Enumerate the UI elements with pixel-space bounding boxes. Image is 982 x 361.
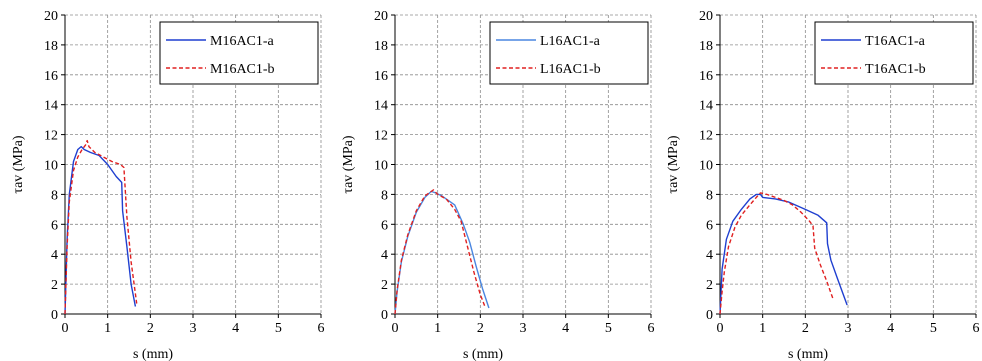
x-tick-label: 0 <box>717 321 724 336</box>
y-tick-label: 6 <box>706 218 713 233</box>
x-tick-label: 1 <box>759 321 766 336</box>
x-tick-label: 1 <box>104 321 111 336</box>
x-tick-label: 1 <box>434 321 441 336</box>
y-tick-label: 10 <box>44 159 58 174</box>
y-tick-label: 2 <box>51 278 58 293</box>
series-line-M16AC1-a <box>64 145 137 315</box>
y-tick-label: 20 <box>699 9 713 24</box>
x-tick-label: 3 <box>190 321 197 336</box>
series-line-T16AC1-a <box>719 193 848 315</box>
series-line-L16AC1-a <box>394 190 490 315</box>
series-line-M16AC1-b <box>64 139 138 315</box>
legend-label: M16AC1-b <box>210 62 275 77</box>
legend: M16AC1-a M16AC1-b <box>159 21 319 85</box>
y-tick-label: 0 <box>51 308 58 323</box>
legend-box <box>814 21 974 85</box>
x-tick-label: 4 <box>232 321 239 336</box>
y-tick-label: 8 <box>381 188 388 203</box>
legend-label: T16AC1-b <box>865 62 926 77</box>
y-axis-label: τav (MPa) <box>341 135 356 193</box>
legend-label: L16AC1-b <box>540 62 601 77</box>
x-tick-label: 6 <box>648 321 655 336</box>
x-tick-label: 2 <box>802 321 809 336</box>
x-axis-label: s (mm) <box>133 347 173 361</box>
y-tick-label: 16 <box>374 69 388 84</box>
legend: L16AC1-a L16AC1-b <box>489 21 649 85</box>
y-axis-label: τav (MPa) <box>666 135 681 193</box>
legend-label: L16AC1-a <box>540 34 601 49</box>
series-line-L16AC1-b <box>394 189 487 315</box>
y-tick-label: 0 <box>381 308 388 323</box>
x-tick-label: 3 <box>520 321 527 336</box>
y-tick-label: 2 <box>706 278 713 293</box>
y-tick-label: 12 <box>44 129 58 144</box>
y-tick-label: 14 <box>699 99 713 114</box>
y-tick-label: 18 <box>699 39 713 54</box>
y-tick-label: 6 <box>381 218 388 233</box>
x-axis-label: s (mm) <box>788 347 828 361</box>
y-tick-label: 6 <box>51 218 58 233</box>
x-tick-label: 5 <box>275 321 282 336</box>
y-tick-label: 4 <box>51 248 58 263</box>
y-tick-label: 8 <box>51 188 58 203</box>
y-axis-label: τav (MPa) <box>11 135 26 193</box>
y-tick-label: 16 <box>699 69 713 84</box>
y-tick-label: 10 <box>374 159 388 174</box>
y-tick-label: 4 <box>706 248 713 263</box>
y-tick-label: 20 <box>374 9 388 24</box>
x-tick-label: 0 <box>392 321 399 336</box>
x-tick-label: 6 <box>973 321 980 336</box>
y-tick-label: 16 <box>44 69 58 84</box>
legend-label: T16AC1-a <box>865 34 926 49</box>
y-tick-label: 2 <box>381 278 388 293</box>
y-tick-label: 14 <box>374 99 388 114</box>
y-tick-label: 14 <box>44 99 58 114</box>
y-tick-label: 12 <box>374 129 388 144</box>
x-tick-label: 2 <box>477 321 484 336</box>
legend-box <box>159 21 319 85</box>
x-tick-label: 6 <box>318 321 325 336</box>
x-tick-label: 5 <box>930 321 937 336</box>
x-tick-label: 3 <box>845 321 852 336</box>
y-tick-label: 12 <box>699 129 713 144</box>
y-tick-label: 10 <box>699 159 713 174</box>
x-tick-label: 4 <box>562 321 569 336</box>
legend-box <box>489 21 649 85</box>
x-axis-label: s (mm) <box>463 347 503 361</box>
y-tick-label: 8 <box>706 188 713 203</box>
x-tick-label: 2 <box>147 321 154 336</box>
y-tick-label: 0 <box>706 308 713 323</box>
y-tick-label: 18 <box>44 39 58 54</box>
x-tick-label: 5 <box>605 321 612 336</box>
x-tick-label: 4 <box>887 321 894 336</box>
series-line-T16AC1-b <box>719 192 834 315</box>
y-tick-label: 4 <box>381 248 388 263</box>
y-tick-label: 20 <box>44 9 58 24</box>
y-tick-label: 18 <box>374 39 388 54</box>
legend: T16AC1-a T16AC1-b <box>814 21 974 85</box>
legend-label: M16AC1-a <box>210 34 275 49</box>
x-tick-label: 0 <box>62 321 69 336</box>
